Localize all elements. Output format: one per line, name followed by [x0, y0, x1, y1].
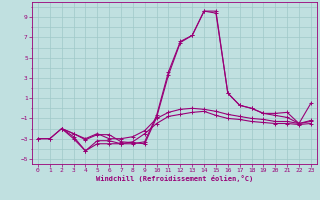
X-axis label: Windchill (Refroidissement éolien,°C): Windchill (Refroidissement éolien,°C) — [96, 175, 253, 182]
